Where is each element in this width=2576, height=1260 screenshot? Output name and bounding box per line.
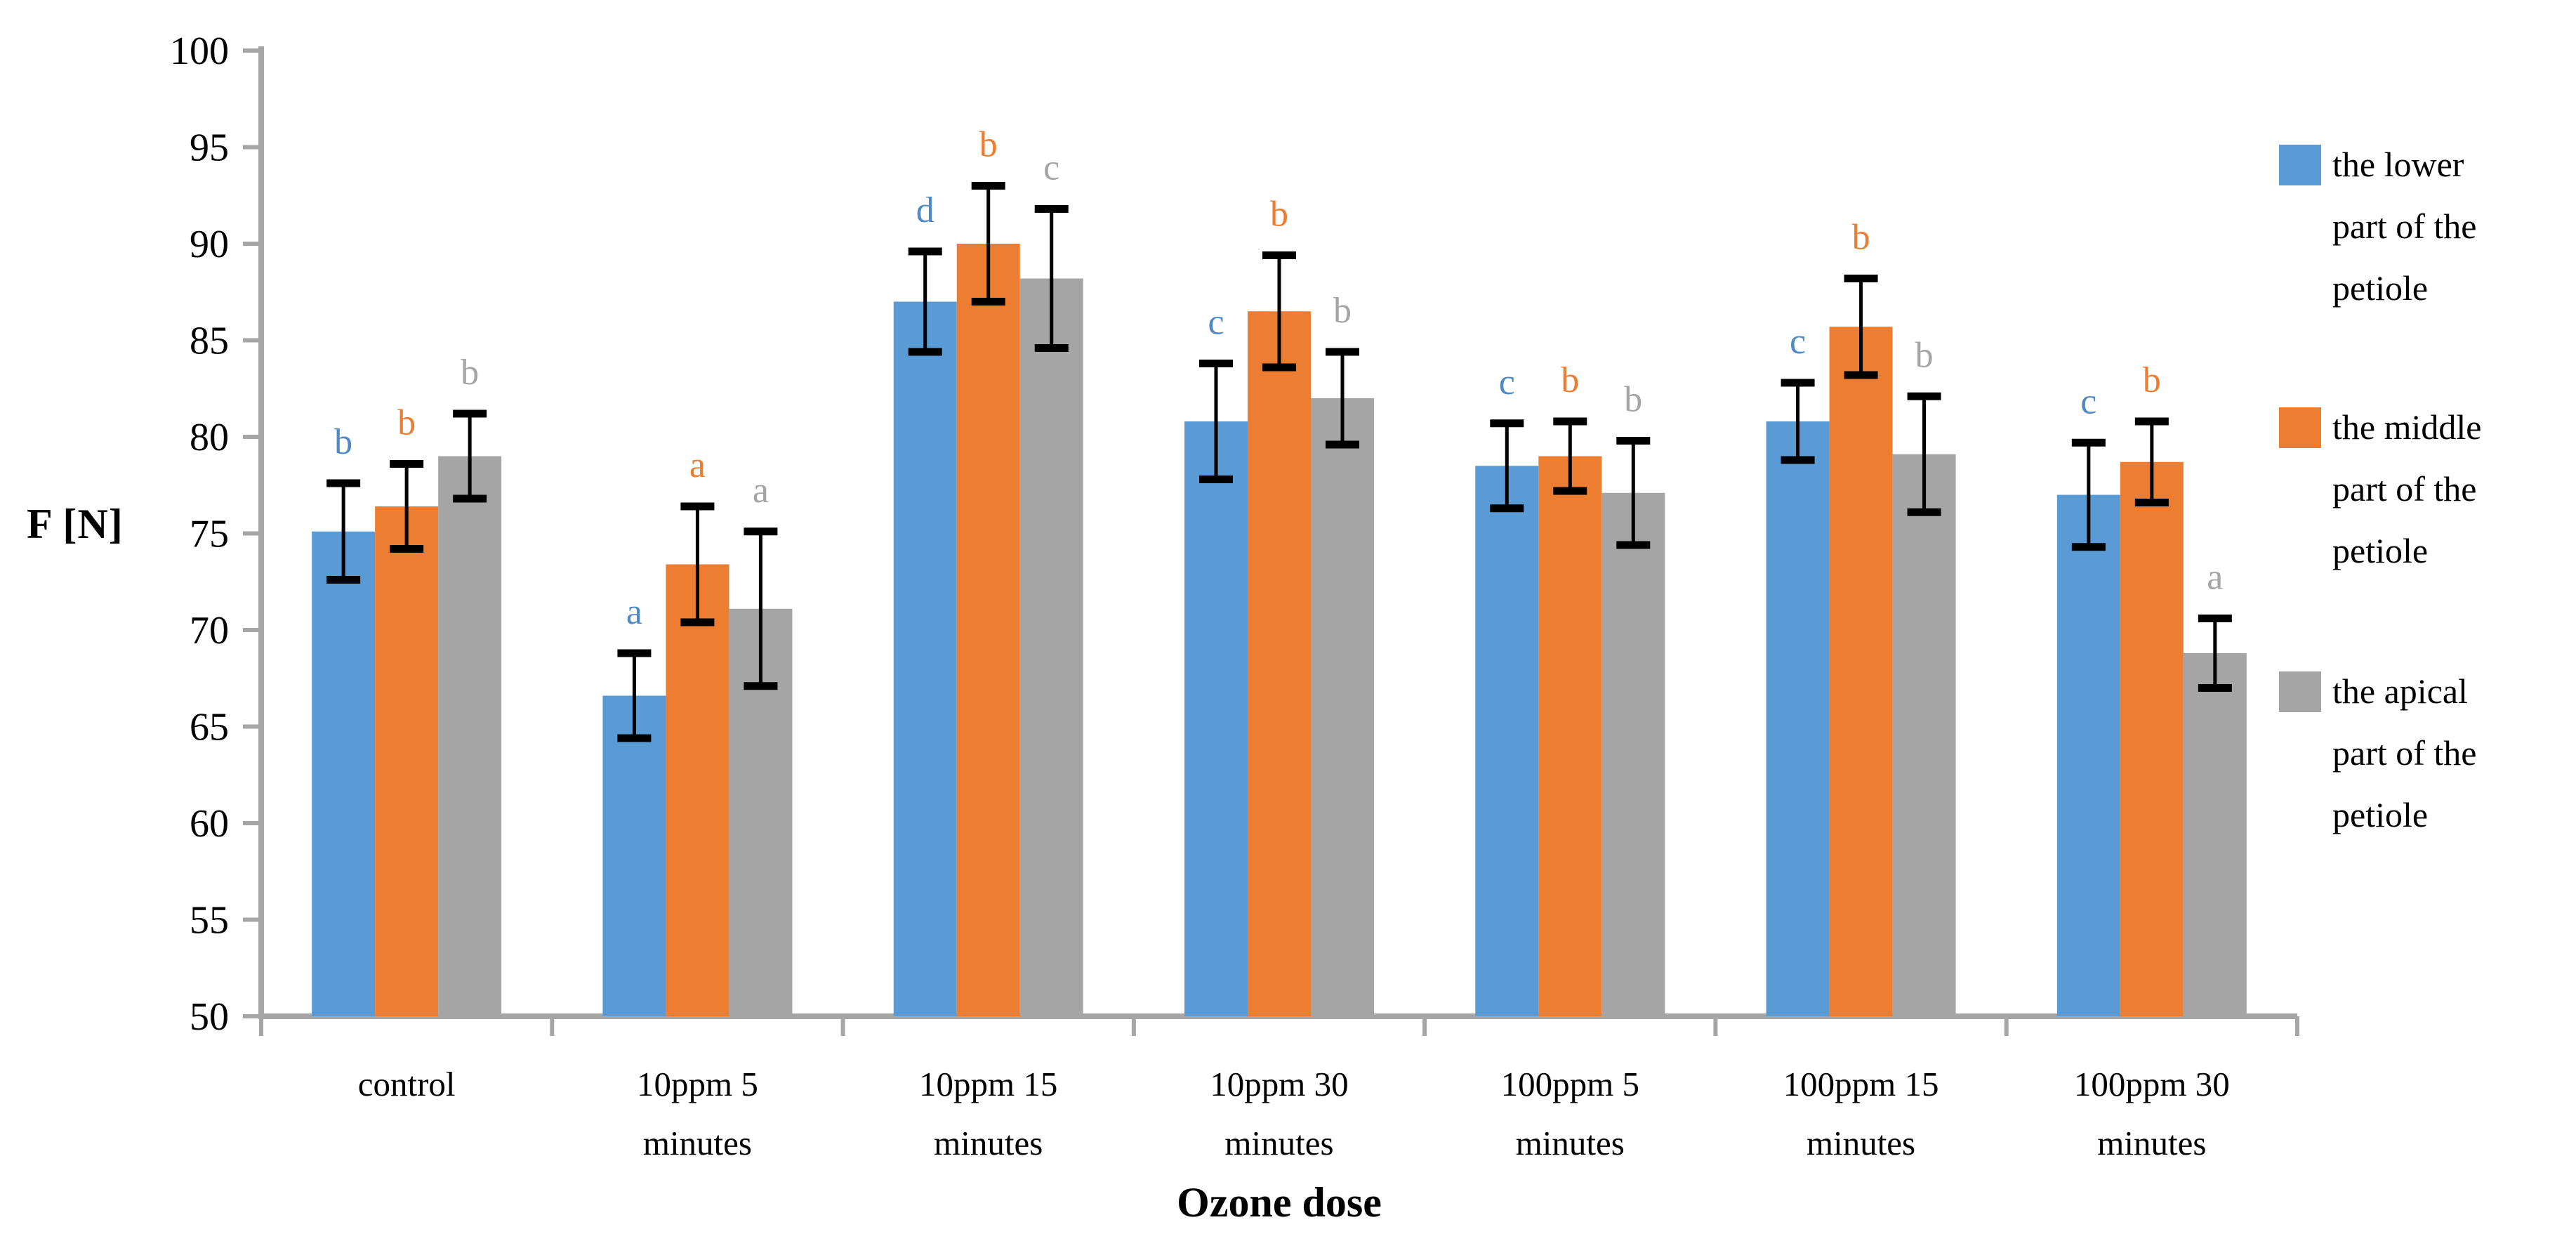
- y-tick-label: 65: [190, 706, 229, 749]
- legend-swatch-lower-icon: [2279, 145, 2321, 185]
- bar-10ppm-30-minutes-series2: [1311, 398, 1374, 1016]
- x-category-label-4: 10ppm 30 minutes: [1210, 1065, 1349, 1162]
- significance-letter: b: [1270, 195, 1288, 235]
- bar-10ppm-30-minutes-series1: [1248, 311, 1311, 1016]
- significance-letter: b: [979, 125, 998, 165]
- y-axis-title: F [N]: [27, 501, 124, 547]
- bar-100ppm-5-minutes-series2: [1601, 492, 1665, 1016]
- x-axis-title: Ozone dose: [1177, 1179, 1382, 1226]
- y-tick-label: 75: [190, 513, 229, 556]
- legend-swatch-middle-icon: [2279, 407, 2321, 448]
- bar-10ppm-5-minutes-series1: [666, 564, 729, 1016]
- y-tick-label: 60: [190, 802, 229, 846]
- bar-10ppm-30-minutes-series0: [1184, 421, 1248, 1016]
- bar-10ppm-15-minutes-series2: [1019, 278, 1083, 1016]
- y-tick-label: 95: [190, 126, 229, 170]
- legend-entry-lower: the lower part of the petiole: [2279, 133, 2522, 319]
- x-category-label-5: 100ppm 5 minutes: [1500, 1065, 1639, 1162]
- bar-100ppm-30-minutes-series1: [2120, 461, 2184, 1016]
- significance-letter: b: [1915, 335, 1934, 375]
- legend-label-lower: the lower part of the petiole: [2332, 145, 2477, 308]
- significance-letter: c: [1043, 148, 1059, 188]
- bar-100ppm-30-minutes-series2: [2183, 653, 2247, 1016]
- significance-letter: a: [689, 445, 706, 485]
- x-category-label-6: 100ppm 15 minutes: [1783, 1065, 1939, 1162]
- bar-10ppm-5-minutes-series0: [602, 695, 666, 1016]
- y-tick-label: 70: [190, 609, 229, 652]
- bar-10ppm-15-minutes-series1: [956, 244, 1020, 1016]
- significance-letter: b: [1561, 360, 1579, 400]
- x-category-label-1: control: [357, 1065, 456, 1103]
- bar-control-series1: [375, 506, 439, 1016]
- y-tick-label: 55: [190, 899, 229, 943]
- y-tick-label: 90: [190, 223, 229, 266]
- significance-letter: a: [2207, 558, 2223, 598]
- significance-letter: b: [1852, 218, 1870, 258]
- y-tick-label: 85: [190, 320, 229, 363]
- legend-label-apical: the apical part of the petiole: [2332, 671, 2477, 834]
- significance-letter: c: [2080, 381, 2096, 421]
- significance-letter: b: [334, 422, 352, 462]
- significance-letter: c: [1208, 303, 1224, 343]
- legend-swatch-apical-icon: [2279, 671, 2321, 712]
- bar-100ppm-15-minutes-series0: [1766, 421, 1830, 1016]
- bar-control-series2: [438, 456, 502, 1016]
- significance-letter: b: [1333, 291, 1352, 331]
- bar-100ppm-5-minutes-series1: [1538, 456, 1602, 1016]
- bar-100ppm-15-minutes-series1: [1829, 327, 1893, 1016]
- legend-entry-middle: the middle part of the petiole: [2279, 396, 2522, 582]
- x-category-label-3: 10ppm 15 minutes: [919, 1065, 1058, 1162]
- legend-entry-apical: the apical part of the petiole: [2279, 660, 2522, 846]
- y-tick-label: 100: [170, 29, 229, 73]
- bar-control-series0: [312, 531, 376, 1016]
- significance-letter: c: [1790, 322, 1806, 362]
- significance-letter: b: [461, 353, 479, 393]
- significance-letter: a: [753, 471, 769, 511]
- y-tick-label: 50: [190, 995, 229, 1039]
- bar-10ppm-15-minutes-series0: [893, 301, 957, 1016]
- bar-100ppm-30-minutes-series0: [2056, 494, 2120, 1016]
- y-tick-label: 80: [190, 416, 229, 459]
- legend-label-middle: the middle part of the petiole: [2332, 407, 2482, 570]
- x-category-label-2: 10ppm 5 minutes: [636, 1065, 758, 1162]
- significance-letter: b: [2143, 360, 2161, 400]
- significance-letter: b: [397, 403, 416, 443]
- significance-letter: c: [1499, 362, 1515, 402]
- significance-letter: a: [626, 592, 642, 632]
- significance-letter: d: [916, 190, 934, 230]
- significance-letter: b: [1624, 380, 1642, 420]
- bar-100ppm-15-minutes-series2: [1892, 454, 1956, 1016]
- bar-100ppm-5-minutes-series0: [1475, 466, 1539, 1016]
- x-category-label-7: 100ppm 30 minutes: [2073, 1065, 2230, 1162]
